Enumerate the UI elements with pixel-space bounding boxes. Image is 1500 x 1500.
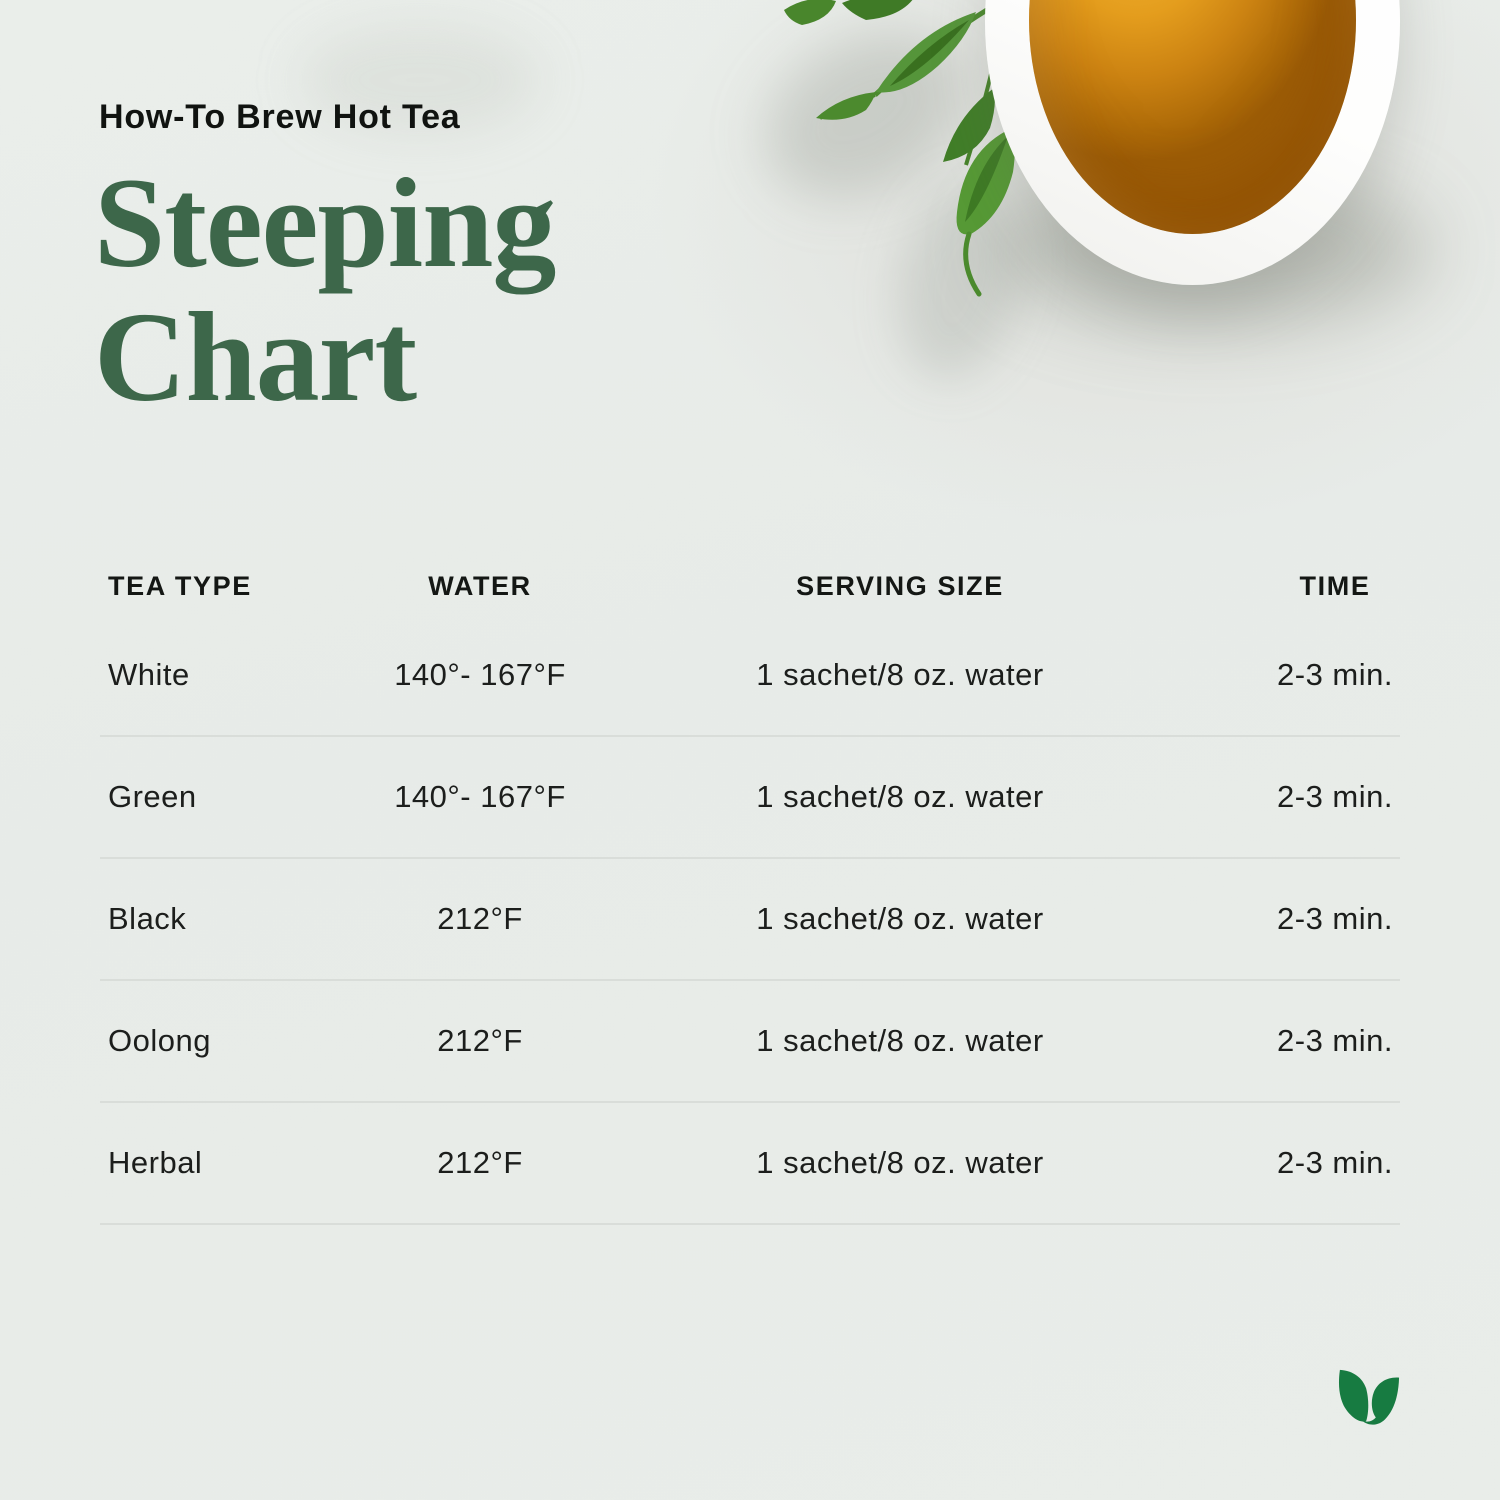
water-cell: 140°- 167°F xyxy=(394,657,566,692)
table-row: Green 140°- 167°F 1 sachet/8 oz. water 2… xyxy=(100,737,1400,859)
title-line-1: Steeping xyxy=(94,152,556,294)
time-cell: 2-3 min. xyxy=(1277,657,1393,692)
steeping-table: TEA TYPE WATER SERVING SIZE TIME White 1… xyxy=(100,557,1400,1225)
table-row: Black 212°F 1 sachet/8 oz. water 2-3 min… xyxy=(100,859,1400,981)
tea-type-cell: Herbal xyxy=(108,1145,203,1180)
time-cell: 2-3 min. xyxy=(1277,779,1393,814)
tea-type-cell: Green xyxy=(108,779,197,814)
serving-size-cell: 1 sachet/8 oz. water xyxy=(756,657,1044,692)
tea-type-cell: White xyxy=(108,657,190,692)
title-line-2: Chart xyxy=(94,286,417,428)
time-cell: 2-3 min. xyxy=(1277,1145,1393,1180)
table-row: Oolong 212°F 1 sachet/8 oz. water 2-3 mi… xyxy=(100,981,1400,1103)
page-title: Steeping Chart xyxy=(94,156,556,424)
column-header-tea-type: TEA TYPE xyxy=(108,570,252,601)
eyebrow-heading: How-To Brew Hot Tea xyxy=(99,98,461,136)
leaf-shadow xyxy=(300,25,540,135)
water-cell: 140°- 167°F xyxy=(394,779,566,814)
table-row: Herbal 212°F 1 sachet/8 oz. water 2-3 mi… xyxy=(100,1103,1400,1225)
column-header-time: TIME xyxy=(1299,570,1371,601)
tea-liquid xyxy=(1029,0,1356,234)
water-cell: 212°F xyxy=(437,1023,523,1058)
column-header-water: WATER xyxy=(428,570,532,601)
column-header-serving-size: SERVING SIZE xyxy=(796,570,1004,601)
two-leaves-logo-icon xyxy=(1338,1369,1400,1425)
tea-type-cell: Oolong xyxy=(108,1023,211,1058)
water-cell: 212°F xyxy=(437,1145,523,1180)
time-cell: 2-3 min. xyxy=(1277,901,1393,936)
serving-size-cell: 1 sachet/8 oz. water xyxy=(756,1023,1044,1058)
serving-size-cell: 1 sachet/8 oz. water xyxy=(756,901,1044,936)
water-cell: 212°F xyxy=(437,901,523,936)
serving-size-cell: 1 sachet/8 oz. water xyxy=(756,779,1044,814)
table-header-row: TEA TYPE WATER SERVING SIZE TIME xyxy=(100,557,1400,615)
tea-type-cell: Black xyxy=(108,901,187,936)
serving-size-cell: 1 sachet/8 oz. water xyxy=(756,1145,1044,1180)
table-row: White 140°- 167°F 1 sachet/8 oz. water 2… xyxy=(100,615,1400,737)
time-cell: 2-3 min. xyxy=(1277,1023,1393,1058)
